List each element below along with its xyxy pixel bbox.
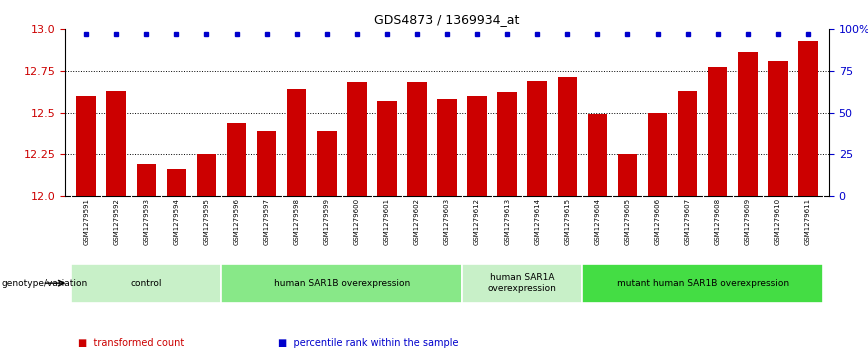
Text: mutant human SAR1B overexpression: mutant human SAR1B overexpression bbox=[616, 279, 789, 287]
Bar bbox=[798, 41, 818, 196]
Bar bbox=[582, 264, 823, 303]
Text: GSM1279591: GSM1279591 bbox=[83, 198, 89, 245]
Bar bbox=[227, 123, 247, 196]
Text: human SAR1A
overexpression: human SAR1A overexpression bbox=[488, 273, 556, 293]
Text: GSM1279614: GSM1279614 bbox=[534, 198, 540, 245]
Text: human SAR1B overexpression: human SAR1B overexpression bbox=[273, 279, 410, 287]
Bar bbox=[197, 154, 216, 196]
Bar bbox=[437, 99, 457, 196]
Text: GSM1279592: GSM1279592 bbox=[113, 198, 119, 245]
Text: GSM1279613: GSM1279613 bbox=[504, 198, 510, 245]
Bar bbox=[768, 61, 787, 196]
Text: GSM1279607: GSM1279607 bbox=[685, 198, 691, 245]
Text: GSM1279601: GSM1279601 bbox=[384, 198, 390, 245]
Bar bbox=[317, 131, 337, 196]
Text: GSM1279597: GSM1279597 bbox=[264, 198, 270, 245]
Text: GSM1279602: GSM1279602 bbox=[414, 198, 420, 245]
Bar bbox=[407, 82, 427, 196]
Text: ■  percentile rank within the sample: ■ percentile rank within the sample bbox=[278, 338, 458, 348]
Text: GSM1279605: GSM1279605 bbox=[624, 198, 630, 245]
Bar bbox=[708, 68, 727, 196]
Text: GSM1279611: GSM1279611 bbox=[805, 198, 811, 245]
Bar bbox=[467, 96, 487, 196]
Bar bbox=[221, 264, 462, 303]
Text: control: control bbox=[130, 279, 162, 287]
Text: GSM1279615: GSM1279615 bbox=[564, 198, 570, 245]
Title: GDS4873 / 1369934_at: GDS4873 / 1369934_at bbox=[374, 13, 520, 26]
Text: GSM1279595: GSM1279595 bbox=[203, 198, 209, 245]
Text: GSM1279609: GSM1279609 bbox=[745, 198, 751, 245]
Text: genotype/variation: genotype/variation bbox=[2, 279, 88, 287]
Bar bbox=[738, 52, 758, 196]
Bar bbox=[462, 264, 582, 303]
Text: GSM1279599: GSM1279599 bbox=[324, 198, 330, 245]
Text: GSM1279598: GSM1279598 bbox=[293, 198, 299, 245]
Text: GSM1279604: GSM1279604 bbox=[595, 198, 601, 245]
Bar bbox=[618, 154, 637, 196]
Text: GSM1279606: GSM1279606 bbox=[654, 198, 661, 245]
Bar bbox=[678, 91, 697, 196]
Bar bbox=[557, 77, 577, 196]
Bar bbox=[107, 91, 126, 196]
Text: GSM1279610: GSM1279610 bbox=[775, 198, 781, 245]
Bar bbox=[71, 264, 221, 303]
Text: GSM1279608: GSM1279608 bbox=[714, 198, 720, 245]
Bar bbox=[347, 82, 366, 196]
Bar bbox=[287, 89, 306, 196]
Bar bbox=[497, 93, 517, 196]
Text: GSM1279594: GSM1279594 bbox=[174, 198, 180, 245]
Text: GSM1279603: GSM1279603 bbox=[444, 198, 450, 245]
Bar bbox=[76, 96, 96, 196]
Text: GSM1279596: GSM1279596 bbox=[233, 198, 240, 245]
Text: GSM1279593: GSM1279593 bbox=[143, 198, 149, 245]
Bar bbox=[377, 101, 397, 196]
Bar bbox=[257, 131, 276, 196]
Bar bbox=[588, 114, 607, 196]
Bar bbox=[528, 81, 547, 196]
Bar bbox=[136, 164, 156, 196]
Bar bbox=[648, 113, 667, 196]
Text: GSM1279612: GSM1279612 bbox=[474, 198, 480, 245]
Text: ■  transformed count: ■ transformed count bbox=[78, 338, 184, 348]
Bar bbox=[167, 169, 186, 196]
Text: GSM1279600: GSM1279600 bbox=[354, 198, 360, 245]
